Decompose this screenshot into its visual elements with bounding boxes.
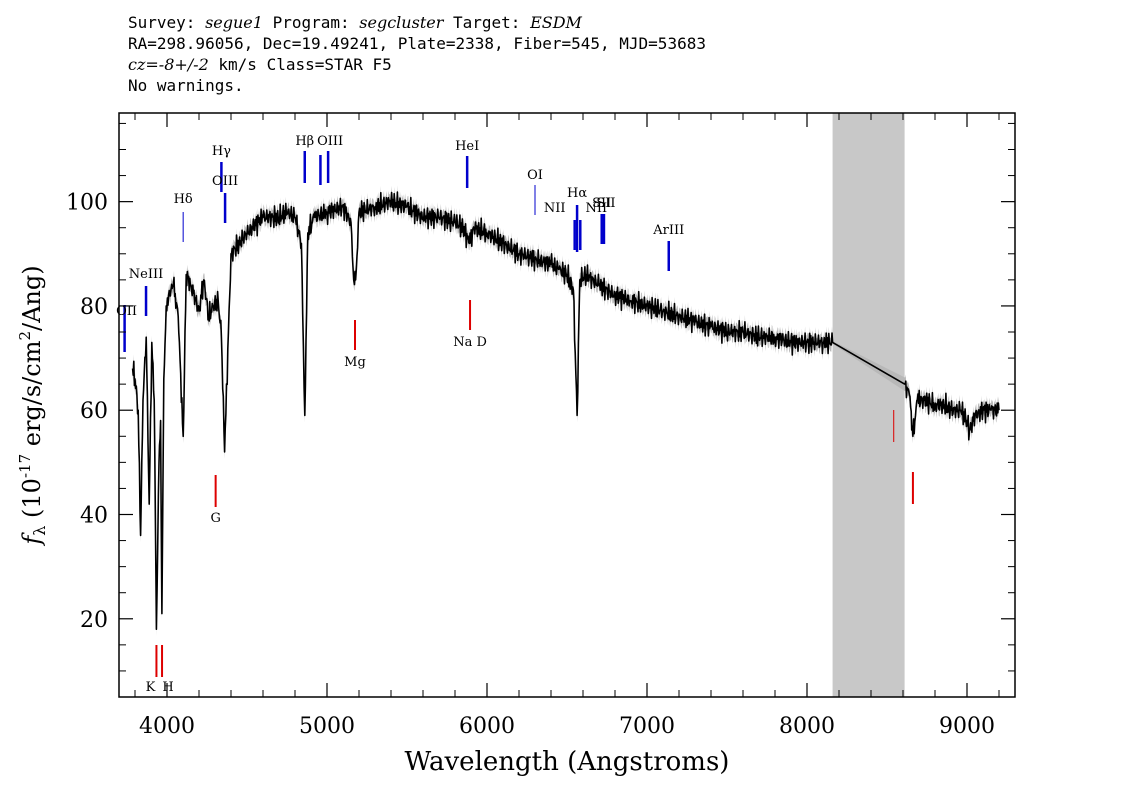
y-tick-label-2: 60 xyxy=(80,399,108,424)
emission-label-13: SII xyxy=(592,196,611,211)
y-tick-label-4: 100 xyxy=(66,191,108,216)
header-line-3: cz=-8+/-2 km/s Class=STAR F5 xyxy=(128,54,706,75)
emission-label-14: SII xyxy=(596,196,615,211)
header-line-1: Survey: segue1 Program: segcluster Targe… xyxy=(128,12,706,33)
emission-label-0: OII xyxy=(116,304,137,319)
emission-label-4: OIII xyxy=(212,174,238,189)
emission-label-7: OIII xyxy=(317,134,343,149)
redshift-value: cz=-8+/-2 xyxy=(128,55,209,74)
y-axis-label: fλ (10-17 erg/s/cm2/Ang) xyxy=(16,265,49,546)
y-label-exponent-2: 2 xyxy=(16,331,34,341)
spectrum-header: Survey: segue1 Program: segcluster Targe… xyxy=(128,12,706,96)
y-label-exponent: -17 xyxy=(16,454,34,478)
x-tick-label-1: 5000 xyxy=(299,714,355,739)
y-label-part1: (10 xyxy=(18,478,46,526)
x-tick-label-4: 8000 xyxy=(779,714,835,739)
emission-label-9: OI xyxy=(527,168,543,183)
target-label: Target: xyxy=(453,13,521,32)
emission-label-12: NII xyxy=(585,201,607,216)
survey-label: Survey: xyxy=(128,13,196,32)
y-tick-label-3: 80 xyxy=(80,295,108,320)
x-tick-label-0: 4000 xyxy=(139,714,195,739)
emission-label-1: NeIII xyxy=(129,267,163,282)
emission-label-10: NII xyxy=(544,201,566,216)
emission-label-11: Hα xyxy=(567,186,587,201)
y-label-part2: erg/s/cm xyxy=(18,340,46,454)
x-tick-label-2: 6000 xyxy=(459,714,515,739)
class-text: km/s Class=STAR F5 xyxy=(208,55,392,74)
x-axis-label: Wavelength (Angstroms) xyxy=(405,747,730,777)
emission-label-8: HeI xyxy=(455,139,479,154)
header-line-2: RA=298.96056, Dec=19.49241, Plate=2338, … xyxy=(128,34,706,53)
absorption-label-0: K xyxy=(146,680,156,695)
header-line-4: No warnings. xyxy=(128,76,244,95)
y-tick-label-1: 40 xyxy=(80,504,108,529)
emission-label-2: Hδ xyxy=(174,192,193,207)
y-tick-label-0: 20 xyxy=(80,608,108,633)
y-label-part3: /Ang) xyxy=(18,265,46,331)
x-tick-label-3: 7000 xyxy=(619,714,675,739)
axis-ticks-layer: 4000 5000 6000 7000 8000 9000 20 40 60 80 100 xyxy=(66,113,1015,739)
emission-label-15: ArIII xyxy=(652,223,684,238)
emission-label-3: Hγ xyxy=(212,144,231,159)
emission-label-5: Hβ xyxy=(295,134,314,149)
spectrum-series-layer xyxy=(131,191,1000,631)
program-label: Program: xyxy=(272,13,350,32)
absorption-label-3: Mg xyxy=(344,355,366,370)
y-label-lambda: λ xyxy=(30,526,49,536)
survey-value: segue1 xyxy=(205,13,263,32)
target-value: ESDM xyxy=(530,13,582,32)
absorption-label-2: G xyxy=(210,511,220,526)
spectrum-line xyxy=(131,191,1000,631)
masked-region-layer xyxy=(832,113,905,697)
absorption-label-4: Na D xyxy=(453,335,487,350)
absorption-label-1: H xyxy=(162,680,173,695)
x-tick-label-5: 9000 xyxy=(939,714,995,739)
program-value: segcluster xyxy=(359,13,444,32)
plot-frame xyxy=(118,112,1016,698)
masked-region xyxy=(832,113,905,697)
